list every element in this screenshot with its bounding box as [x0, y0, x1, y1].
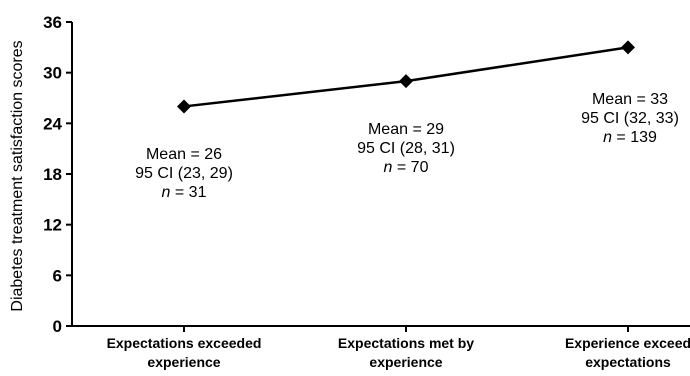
y-ticks: 0 6 12 18 24 30 36	[43, 13, 72, 336]
x-category-label: Expectations exceeded experience	[107, 335, 262, 370]
data-point-marker	[177, 99, 191, 114]
y-tick-label: 18	[43, 165, 62, 184]
y-tick-label: 12	[43, 216, 62, 235]
annotation-text: Mean = 26 95 CI (23, 29) n = 31	[135, 146, 233, 201]
x-category-label: Expectations met by experience	[338, 335, 474, 370]
series	[177, 40, 635, 114]
x-category-label: Experience exceed expectations	[565, 335, 690, 370]
annotation-text: Mean = 29 95 CI (28, 31) n = 70	[357, 121, 455, 176]
data-point-marker	[399, 74, 413, 89]
annotations: Mean = 26 95 CI (23, 29) n = 31 Mean = 29 95…	[135, 91, 679, 201]
y-axis-title: Diabetes treatment satisfaction scores	[9, 40, 26, 311]
y-tick-label: 36	[43, 13, 62, 32]
y-tick-label: 0	[53, 317, 62, 336]
y-tick-label: 24	[43, 114, 62, 133]
y-tick-label: 6	[53, 266, 62, 285]
y-tick-label: 30	[43, 64, 62, 83]
data-point-marker	[621, 40, 635, 55]
annotation-text: Mean = 33 95 CI (32, 33) n = 139	[581, 91, 679, 146]
x-category-labels: Expectations exceeded experience Expectati…	[107, 326, 690, 370]
